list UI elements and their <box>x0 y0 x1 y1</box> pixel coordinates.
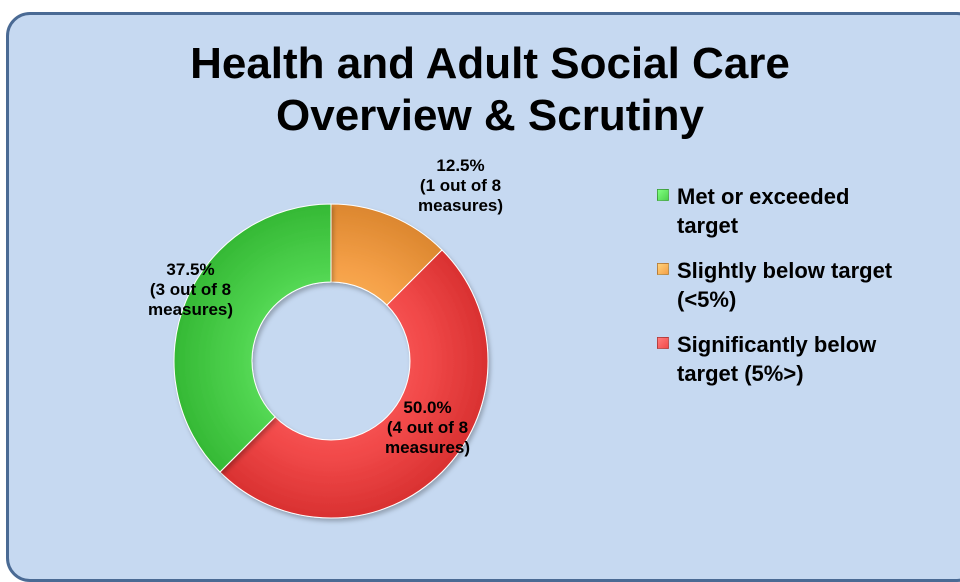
donut-slice-2 <box>219 249 489 519</box>
data-label-line: 12.5% <box>436 156 485 175</box>
data-label-2: 50.0% (4 out of 8 measures) <box>385 398 470 458</box>
legend-item: Met or exceeded target <box>655 182 955 240</box>
chart-title-line-2: Overview & Scrutiny <box>276 91 704 140</box>
legend-swatch <box>657 189 669 201</box>
data-label-line: (3 out of 8 <box>149 280 232 299</box>
data-label-1: 12.5% (1 out of 8 measures) <box>418 156 503 216</box>
data-label-line: (4 out of 8 <box>386 418 469 437</box>
data-label-3: 37.5% (3 out of 8 measures) <box>148 260 233 320</box>
data-label-line: 50.0% <box>403 398 452 417</box>
legend-label: Met or exceeded target <box>677 184 850 238</box>
chart-title-line-1: Health and Adult Social Care <box>190 39 790 88</box>
donut-slice-3 <box>173 203 332 473</box>
data-label-line: 37.5% <box>166 260 215 279</box>
legend-label: Significantly below target (5%>) <box>677 332 877 386</box>
data-label-line: (1 out of 8 <box>419 176 502 195</box>
chart-title: Health and Adult Social Care Overview & … <box>0 38 960 142</box>
legend-swatch <box>657 263 669 275</box>
data-label-line: measures) <box>385 438 471 457</box>
legend-swatch <box>657 337 669 349</box>
chart-legend: Met or exceeded target Slightly below tar… <box>655 182 955 404</box>
donut-chart <box>173 203 489 519</box>
chart-panel <box>6 12 960 582</box>
data-label-line: measures) <box>418 196 504 215</box>
data-label-line: measures) <box>148 300 234 319</box>
legend-item: Significantly below target (5%>) <box>655 330 955 388</box>
legend-label: Slightly below target (<5%) <box>677 258 893 312</box>
legend-item: Slightly below target (<5%) <box>655 256 955 314</box>
